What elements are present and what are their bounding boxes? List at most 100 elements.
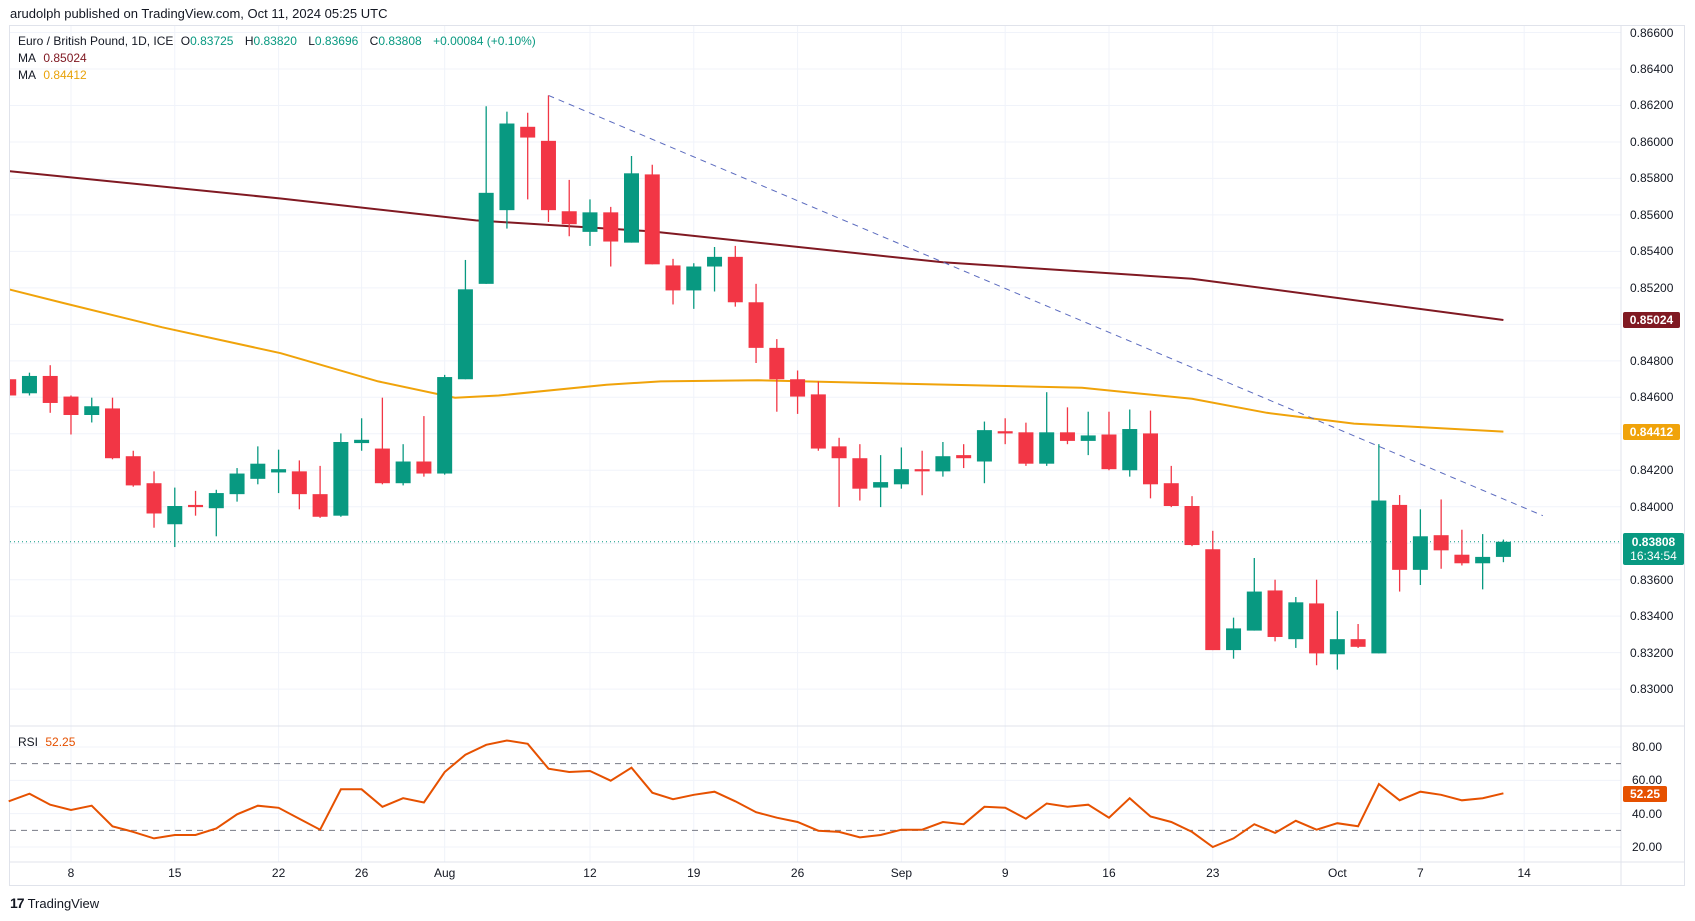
- candle-body: [976, 430, 992, 462]
- candle-body: [312, 494, 328, 517]
- candle-body: [21, 375, 37, 394]
- candle-body: [42, 375, 58, 403]
- price-tick-label: 0.85800: [1630, 171, 1674, 186]
- ma-fast-legend[interactable]: MA 0.84412: [18, 68, 91, 82]
- candle-body: [1184, 506, 1200, 546]
- candle-body: [208, 493, 224, 509]
- rsi-value-tag: 52.25: [1623, 786, 1667, 802]
- candle: [665, 258, 681, 305]
- rsi-tick-label: 20.00: [1632, 840, 1663, 855]
- candle-body: [1039, 432, 1055, 464]
- tradingview-footer[interactable]: 17 TradingView: [10, 895, 99, 911]
- candle: [1495, 539, 1511, 563]
- candle: [1226, 617, 1242, 659]
- candle-body: [374, 448, 390, 484]
- price-tick-label: 0.83600: [1630, 572, 1674, 587]
- candle-body: [1288, 602, 1304, 640]
- candle-body: [478, 192, 494, 284]
- candle-body: [1143, 433, 1158, 485]
- bar-countdown: 16:34:54: [1630, 549, 1677, 563]
- candle-body: [188, 504, 204, 508]
- candle-body: [499, 123, 515, 211]
- candle-body: [271, 469, 287, 473]
- candle-body: [1495, 541, 1511, 557]
- rsi-tick-label: 80.00: [1632, 740, 1663, 754]
- price-tick-label: 0.86400: [1630, 61, 1674, 76]
- candle: [540, 95, 556, 223]
- candle: [1163, 465, 1179, 508]
- candle: [976, 421, 992, 484]
- candle-body: [540, 140, 556, 211]
- candle-body: [707, 256, 723, 267]
- candle-body: [852, 458, 868, 489]
- candle-body: [354, 439, 370, 444]
- price-tick-label: 0.86200: [1630, 98, 1674, 113]
- symbol-title[interactable]: Euro / British Pound, 1D, ICE: [18, 34, 174, 48]
- ma-fast-price-tag: 0.84412: [1623, 424, 1680, 440]
- candle: [188, 490, 204, 516]
- candle: [561, 179, 577, 237]
- candle: [956, 444, 972, 469]
- candle: [354, 418, 370, 451]
- price-tick-label: 0.86600: [1630, 25, 1674, 40]
- candle-body: [229, 473, 245, 495]
- candle: [21, 372, 37, 396]
- candle-body: [914, 469, 930, 472]
- chart-frame: [9, 25, 1685, 886]
- open-value: 0.83725: [190, 34, 234, 48]
- candle: [1412, 509, 1428, 585]
- candle: [1059, 407, 1075, 445]
- candle: [1205, 530, 1221, 651]
- rsi-tick-label: 40.00: [1632, 806, 1663, 821]
- candle: [644, 164, 660, 265]
- candle: [1267, 579, 1283, 642]
- high-label: H: [244, 34, 254, 48]
- candle: [271, 449, 287, 494]
- date-tick-label: 14: [1517, 866, 1531, 880]
- date-tick-label: 19: [687, 866, 701, 880]
- candle: [748, 283, 764, 364]
- price-tick-label: 0.85600: [1630, 207, 1674, 222]
- candle-body: [1433, 535, 1449, 551]
- price-tick-label: 0.84800: [1630, 353, 1674, 368]
- high-value: 0.83820: [253, 34, 297, 48]
- candle: [997, 418, 1013, 445]
- candle: [810, 381, 826, 451]
- ma-slow-legend[interactable]: MA 0.85024: [18, 51, 91, 65]
- candle: [707, 247, 723, 292]
- rsi-legend[interactable]: RSI 52.25: [18, 735, 79, 749]
- candle: [499, 111, 515, 229]
- candle: [624, 155, 639, 243]
- date-tick-label: 26: [354, 866, 369, 880]
- candle-body: [105, 408, 120, 459]
- candle: [312, 465, 328, 518]
- candle: [10, 379, 17, 396]
- candle: [1039, 392, 1055, 466]
- candle: [935, 441, 951, 477]
- candle: [831, 437, 847, 507]
- tradingview-brand: TradingView: [27, 895, 100, 911]
- date-tick-label: 7: [1417, 866, 1424, 880]
- candle-body: [603, 212, 619, 242]
- candle-body: [250, 463, 266, 479]
- candle-body: [125, 456, 141, 486]
- candle-body: [167, 506, 183, 525]
- candle: [437, 374, 453, 475]
- candle: [457, 259, 473, 380]
- candle: [167, 487, 183, 548]
- candle-body: [686, 266, 702, 291]
- low-label: L: [308, 34, 315, 48]
- date-tick-label: Sep: [890, 866, 913, 880]
- candle: [42, 365, 58, 413]
- candle-body: [1059, 432, 1075, 441]
- candle: [914, 450, 930, 496]
- last-price-tag: 0.83808 16:34:54: [1623, 533, 1684, 565]
- ma-fast-label: MA: [18, 68, 36, 82]
- candle-body: [1392, 504, 1408, 570]
- date-tick-label: Aug: [433, 866, 456, 880]
- candle-body: [956, 455, 972, 459]
- candle-body: [520, 126, 536, 138]
- candle-body: [1163, 483, 1179, 507]
- date-tick-label: Oct: [1327, 866, 1347, 880]
